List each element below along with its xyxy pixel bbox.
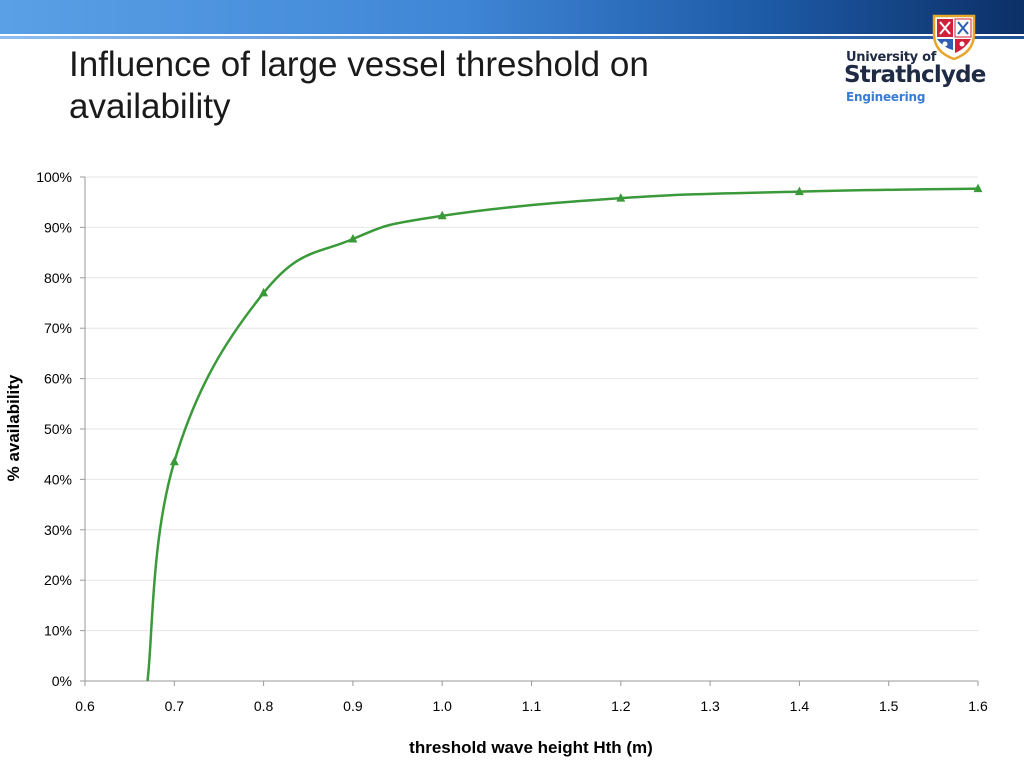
- logo-university-name: Strathclyde: [844, 62, 986, 88]
- x-tick-label: 1.3: [700, 698, 720, 714]
- x-tick-label: 1.5: [879, 698, 899, 714]
- y-tick-label: 10%: [44, 623, 72, 639]
- university-logo: University of Strathclyde Engineering: [838, 10, 988, 110]
- y-tick-label: 60%: [44, 371, 72, 387]
- header-divider-line: [0, 36, 1024, 39]
- y-tick-label: 20%: [44, 572, 72, 588]
- crest-icon: [932, 14, 976, 60]
- logo-department: Engineering: [846, 90, 926, 104]
- y-tick-label: 50%: [44, 421, 72, 437]
- x-tick-label: 0.7: [165, 698, 185, 714]
- x-tick-label: 1.0: [432, 698, 452, 714]
- x-axis-title: threshold wave height Hth (m): [409, 738, 653, 757]
- slide-title: Influence of large vessel threshold on a…: [69, 45, 649, 126]
- series-line: [146, 187, 979, 682]
- x-tick-label: 0.6: [75, 698, 95, 714]
- y-axis-title: % availability: [4, 374, 23, 481]
- x-tick-label: 0.9: [343, 698, 363, 714]
- logo-university-of: University of: [846, 50, 937, 65]
- y-tick-label: 70%: [44, 320, 72, 336]
- tick-labels: 0% 10% 20% 30% 40% 50% 60% 70% 80% 90% 100% 0.6 0.7 0…: [36, 169, 988, 714]
- data-point-marker: [259, 287, 269, 297]
- data-point-marker: [169, 456, 179, 466]
- y-tick-label: 40%: [44, 471, 72, 487]
- x-tick-label: 1.6: [968, 698, 988, 714]
- data-point-marker: [348, 233, 358, 243]
- data-point-marker: [794, 186, 804, 196]
- gridlines: [85, 176, 978, 632]
- x-tick-label: 1.1: [522, 698, 542, 714]
- x-tick-label: 1.2: [611, 698, 631, 714]
- y-tick-label: 30%: [44, 522, 72, 538]
- y-tick-label: 90%: [44, 219, 72, 235]
- y-tick-label: 0%: [52, 673, 72, 689]
- data-point-marker: [973, 183, 983, 193]
- header-gradient-bar: [0, 0, 1024, 34]
- axes: [80, 176, 979, 686]
- y-tick-label: 100%: [36, 169, 72, 185]
- data-point-marker: [437, 210, 447, 220]
- x-tick-label: 0.8: [254, 698, 274, 714]
- data-point-marker: [616, 193, 626, 202]
- y-tick-label: 80%: [44, 270, 72, 286]
- x-tick-label: 1.4: [790, 698, 810, 714]
- series-availability: [146, 183, 983, 682]
